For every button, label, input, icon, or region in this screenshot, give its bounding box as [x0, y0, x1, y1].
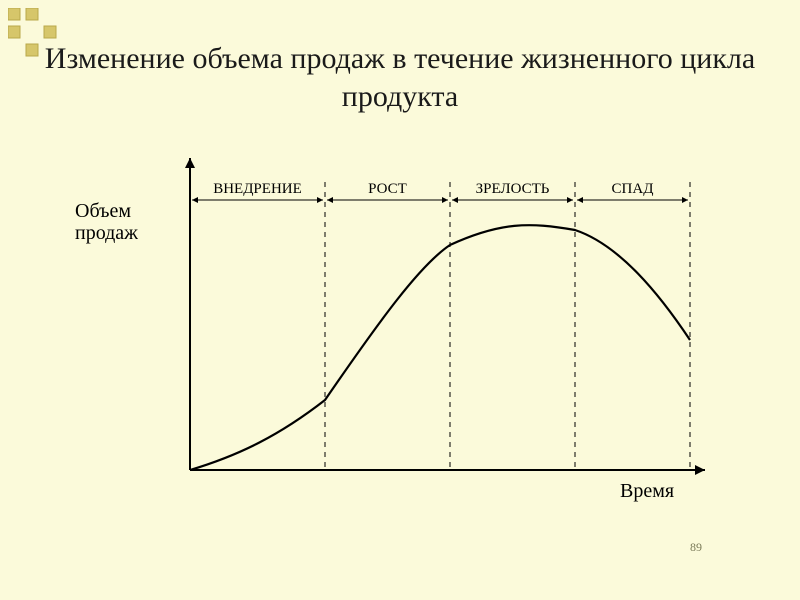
stage-label: СПАД [612, 181, 654, 197]
lifecycle-chart: Объемпродаж ВНЕДРЕНИЕРОСТЗРЕЛОСТЬСПАД Вр… [80, 150, 720, 500]
stage-label: РОСТ [368, 181, 407, 197]
y-axis-label: Объемпродаж [75, 200, 138, 244]
slide-title: Изменение объема продаж в течение жизнен… [0, 40, 800, 115]
slide: Изменение объема продаж в течение жизнен… [0, 0, 800, 600]
x-axis-label: Время [620, 480, 674, 503]
page-number: 89 [690, 540, 702, 555]
stage-label: ЗРЕЛОСТЬ [476, 181, 550, 197]
stage-label: ВНЕДРЕНИЕ [213, 181, 302, 197]
chart-svg: ВНЕДРЕНИЕ РОСТ ЗРЕЛОСТЬ СПАД [80, 150, 720, 500]
y-axis-label-line: Объем [75, 200, 138, 222]
y-axis-label-line: продаж [75, 222, 138, 244]
